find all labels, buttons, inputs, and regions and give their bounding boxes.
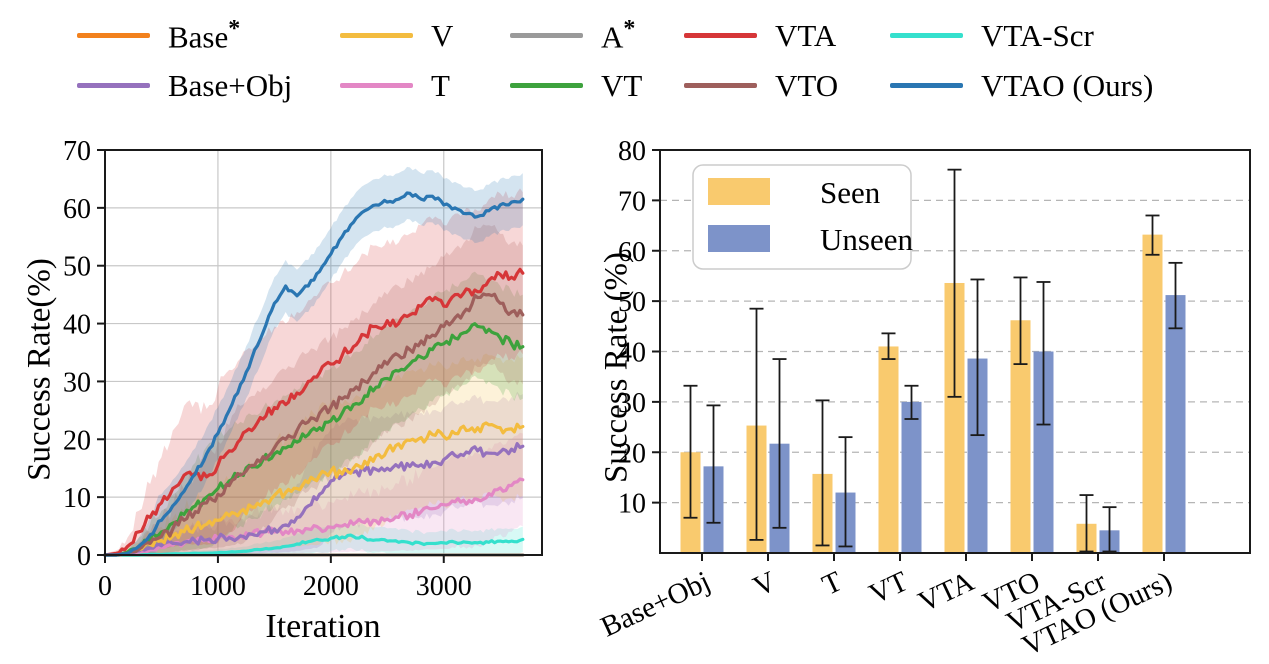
legend-item-vta: VTA <box>684 10 890 60</box>
top-legend: Base* V A* VTA VTA-Scr Base+Obj T VT VTO VTAO (Ou… <box>77 10 1220 110</box>
legend-label: VTA <box>775 17 837 53</box>
band-5 <box>105 353 523 555</box>
series-line-vta-scr <box>103 533 525 557</box>
legend-item-vtao-ours-: VTAO (Ours) <box>890 60 1220 110</box>
legend-line-sample <box>510 82 583 88</box>
x-tick-label-v: V <box>748 565 781 603</box>
seen-bar-vta <box>944 282 965 553</box>
line-chart-xlabel: Iteration <box>265 608 381 645</box>
y-tick-label: 40 <box>618 338 646 369</box>
legend-item-a: A* <box>510 10 684 60</box>
legend-label: VT <box>601 67 643 103</box>
legend-line-sample <box>890 32 963 38</box>
error-bars <box>683 168 1183 553</box>
unseen-bar-vto <box>1033 351 1054 553</box>
y-tick-label: 30 <box>63 367 91 398</box>
series-line-v <box>103 421 525 557</box>
legend-label: Base* <box>168 16 241 55</box>
unseen-bar-vtao-ours- <box>1165 295 1186 553</box>
legend-line-sample <box>684 32 757 38</box>
y-tick-label: 30 <box>618 388 646 419</box>
seen-bar-vt <box>878 346 899 553</box>
line-chart-ticks: 0 10 20 30 40 50 60 70 0 1000 2000 3000 <box>63 136 472 602</box>
line-chart: 0 10 20 30 40 50 60 70 0 1000 2000 3000 <box>63 136 543 602</box>
unseen-bar-vta <box>967 358 988 553</box>
series-line-vtao-ours- <box>103 191 525 557</box>
y-tick-label: 10 <box>63 483 91 514</box>
x-tick-label-t: T <box>817 565 847 602</box>
legend-label: T <box>431 67 450 103</box>
seen-bar-vtao-ours- <box>1142 234 1163 553</box>
x-tick-label: 2000 <box>303 571 359 602</box>
legend-line-sample <box>890 82 963 88</box>
y-tick-label: 80 <box>618 136 646 167</box>
x-tick-label: 0 <box>98 571 112 602</box>
y-tick-label: 50 <box>63 252 91 283</box>
x-tick-label-vta: VTA <box>914 565 979 618</box>
bar-chart-legend: Seen Unseen <box>692 164 913 270</box>
seen-bar-vto <box>1010 320 1031 553</box>
legend-label-unseen: Unseen <box>820 222 913 257</box>
legend-label: Base+Obj <box>168 67 293 103</box>
legend-line-sample <box>510 32 583 38</box>
y-tick-label: 60 <box>618 237 646 268</box>
series-line-vta <box>103 267 525 557</box>
legend-line-sample <box>77 32 150 38</box>
legend-line-sample <box>684 82 757 88</box>
unseen-bar-vt <box>901 401 922 553</box>
series-line-vto <box>103 292 525 557</box>
line-chart-ylabel: Success Rate(%) <box>21 258 58 481</box>
x-tick-label: 3000 <box>416 571 472 602</box>
legend-item-vt: VT <box>510 60 684 110</box>
band-9 <box>105 166 523 555</box>
legend-item-base-obj: Base+Obj <box>77 60 340 110</box>
y-tick-label: 20 <box>618 438 646 469</box>
x-tick-label: 1000 <box>190 571 246 602</box>
legend-label: VTAO (Ours) <box>981 67 1154 103</box>
y-tick-label: 60 <box>63 194 91 225</box>
legend-item-vto: VTO <box>684 60 890 110</box>
legend-label: VTA-Scr <box>981 17 1094 53</box>
legend-label-seen: Seen <box>820 175 881 210</box>
legend-item-t: T <box>340 60 510 110</box>
legend-line-sample <box>77 82 150 88</box>
y-tick-label: 70 <box>618 186 646 217</box>
y-tick-label: 50 <box>618 287 646 318</box>
band-8 <box>105 188 523 555</box>
legend-label: V <box>431 17 454 53</box>
legend-swatch-seen <box>708 178 770 205</box>
y-tick-label: 40 <box>63 310 91 341</box>
legend-swatch-unseen <box>708 225 770 252</box>
band-6 <box>105 271 523 555</box>
legend-label: VTO <box>775 67 839 103</box>
y-tick-label: 0 <box>77 541 91 572</box>
legend-item-vta-scr: VTA-Scr <box>890 10 1220 60</box>
bar-chart-ylabel: Success Rate (%) <box>598 252 635 483</box>
legend-item-base: Base* <box>77 10 340 60</box>
series-line-base-obj <box>103 442 525 557</box>
y-tick-label: 10 <box>618 489 646 520</box>
band-3 <box>105 432 523 555</box>
legend-label: A* <box>601 16 636 55</box>
y-tick-label: 70 <box>63 136 91 167</box>
legend-line-sample <box>340 32 413 38</box>
x-tick-label-vt: VT <box>864 565 913 610</box>
legend-line-sample <box>340 82 413 88</box>
legend-item-v: V <box>340 10 510 60</box>
y-tick-label: 20 <box>63 425 91 456</box>
